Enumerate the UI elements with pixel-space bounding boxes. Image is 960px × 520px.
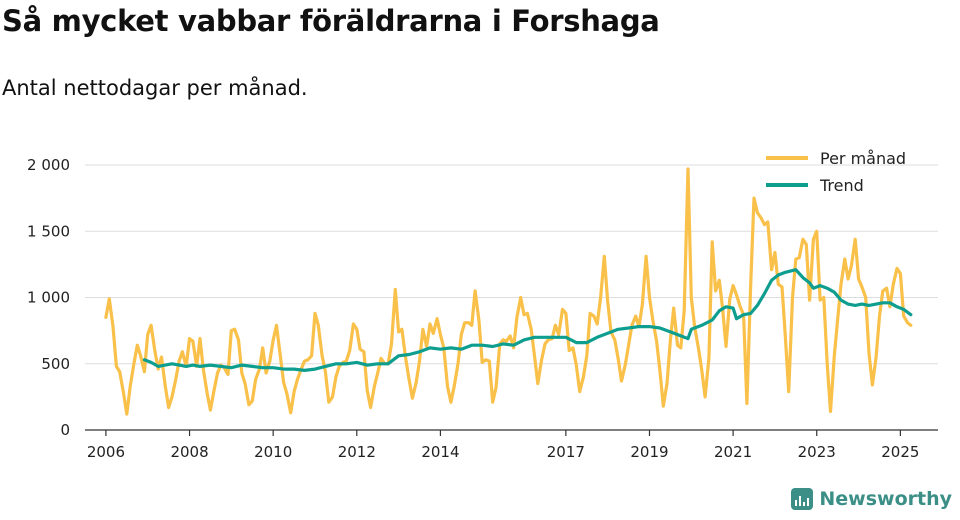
series-line-per-manad bbox=[104, 167, 913, 416]
y-tick-label: 1 500 bbox=[27, 222, 70, 240]
brand-name: Newsworthy bbox=[819, 488, 952, 510]
x-tick-label: 2010 bbox=[254, 443, 292, 461]
x-tick-label: 2017 bbox=[547, 443, 585, 461]
x-tick-label: 2014 bbox=[421, 443, 459, 461]
x-tick-label: 2008 bbox=[170, 443, 208, 461]
x-tick-label: 2006 bbox=[87, 443, 125, 461]
series-line-trend bbox=[142, 268, 913, 372]
y-tick-label: 1 000 bbox=[27, 289, 70, 307]
legend-label: Per månad bbox=[820, 149, 906, 168]
x-axis: 2006 2008 2010 2012 2014 2017 2019 2021 2023 2025 bbox=[85, 429, 938, 461]
bar-chart-logo-icon bbox=[791, 488, 814, 510]
x-tick-label: 2012 bbox=[338, 443, 376, 461]
page-subtitle: Antal nettodagar per månad. bbox=[2, 76, 308, 100]
x-tick-label: 2019 bbox=[630, 443, 668, 461]
y-tick-label: 0 bbox=[60, 421, 70, 439]
legend-label: Trend bbox=[819, 176, 864, 195]
x-tick-label: 2021 bbox=[714, 443, 752, 461]
page-title: Så mycket vabbar föräldrarna i Forshaga bbox=[2, 4, 660, 38]
y-axis: 0 500 1 000 1 500 2 000 bbox=[27, 156, 70, 439]
x-tick-label: 2025 bbox=[881, 443, 919, 461]
y-tick-label: 2 000 bbox=[27, 156, 70, 174]
y-tick-label: 500 bbox=[41, 355, 70, 373]
newsworthy-brand: Newsworthy bbox=[791, 488, 952, 510]
legend: Per månad Trend bbox=[766, 149, 906, 195]
series-lines bbox=[104, 167, 913, 416]
x-tick-label: 2023 bbox=[798, 443, 836, 461]
grid-lines bbox=[85, 164, 938, 365]
